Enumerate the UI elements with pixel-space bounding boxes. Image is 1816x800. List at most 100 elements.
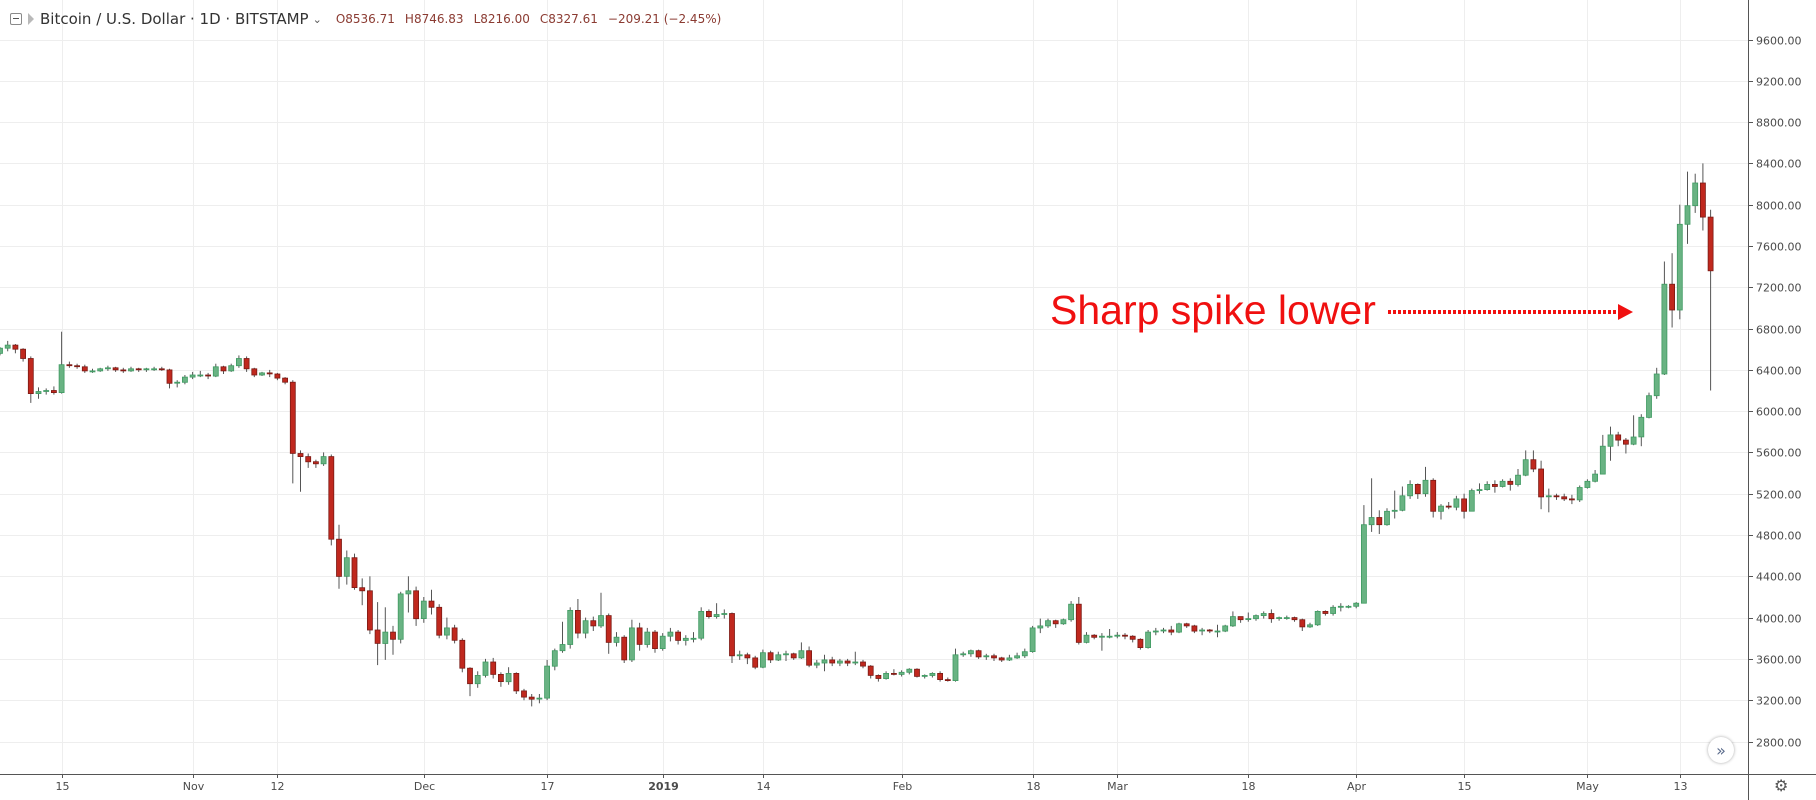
candle-up (698, 607, 705, 641)
candle-up (128, 366, 134, 372)
candle-body (12, 344, 19, 350)
candle-down (1623, 438, 1629, 454)
candle-down (1299, 618, 1306, 631)
candle-body (690, 637, 697, 640)
candle-body (1692, 182, 1699, 207)
candle-down (1445, 502, 1452, 510)
candle-body (813, 662, 820, 666)
candle-body (0, 347, 3, 354)
time-tick-label: 14 (757, 780, 771, 793)
candle-up (1361, 505, 1367, 604)
candle-body (74, 365, 80, 368)
candle-up (682, 635, 689, 646)
ohlc-change: −209.21 (−2.45%) (607, 12, 722, 26)
candle-down (205, 372, 212, 380)
candle-body (590, 620, 597, 627)
candle-body (575, 610, 581, 634)
gear-icon[interactable]: ⚙ (1774, 776, 1789, 795)
candle-down (991, 653, 997, 661)
candle-up (798, 642, 805, 659)
collapse-icon[interactable] (10, 13, 22, 25)
chevron-down-icon[interactable]: ⌄ (312, 12, 322, 26)
candle-body (235, 358, 242, 367)
candle-body (20, 348, 27, 359)
candle-body (844, 660, 851, 664)
candle-body (297, 453, 304, 457)
candle-body (220, 366, 227, 372)
candle-body (197, 374, 204, 377)
candle-down (1700, 163, 1706, 231)
candle-up (89, 368, 96, 373)
candle-up (559, 621, 566, 653)
candle-body (867, 665, 874, 676)
candle-body (1592, 473, 1598, 482)
candle-up (1422, 466, 1429, 497)
candle-down (451, 624, 458, 644)
candle-body (505, 673, 512, 683)
candle-body (1253, 615, 1259, 620)
candle-body (1245, 618, 1252, 620)
price-tick-label: 6400.00 (1756, 365, 1802, 378)
time-tick-label: 15 (56, 780, 70, 793)
candle-up (259, 371, 265, 376)
candle-up (228, 363, 235, 372)
candle-body (998, 657, 1005, 661)
candle-down (1137, 638, 1144, 650)
candle-body (1122, 634, 1128, 637)
candle-body (536, 697, 543, 700)
candle-body (274, 373, 281, 379)
candle-up (1199, 627, 1205, 636)
candle-up (443, 617, 450, 640)
candle-body (436, 606, 443, 636)
candle-up (598, 592, 604, 628)
candle-body (282, 377, 289, 383)
candle-body (1160, 629, 1167, 632)
candle-down (1553, 493, 1560, 500)
candle-body (151, 368, 158, 371)
candle-body (1445, 505, 1452, 508)
candle-body (1330, 606, 1336, 614)
candle-body (135, 368, 142, 371)
symbol-flag-icon (28, 13, 34, 25)
candle-up (1006, 654, 1013, 661)
candle-up (582, 617, 589, 639)
candle-up (1676, 204, 1683, 320)
symbol-title[interactable]: Bitcoin / U.S. Dollar · 1D · BITSTAMP (40, 10, 309, 28)
candle-body (821, 659, 828, 664)
candle-body (1152, 630, 1159, 633)
time-tick-label: Feb (893, 780, 912, 793)
candle-up (58, 331, 65, 394)
candle-down (243, 356, 250, 372)
candle-body (205, 374, 212, 377)
candle-down (120, 367, 127, 373)
time-tick-label: 2019 (648, 780, 679, 793)
candle-body (390, 631, 396, 640)
candle-body (143, 368, 150, 371)
candle-up (1692, 173, 1699, 213)
candle-down (1237, 616, 1244, 623)
candle-down (390, 625, 396, 655)
candles (0, 163, 1714, 707)
candle-up (1545, 488, 1552, 513)
candle-up (212, 363, 219, 378)
scroll-to-realtime-button[interactable]: » (1708, 737, 1734, 763)
candle-body (1569, 498, 1575, 501)
candle-body (1299, 619, 1306, 628)
candle-down (74, 363, 80, 369)
candle-up (1653, 367, 1660, 399)
candle-body (775, 654, 782, 661)
candle-body (366, 590, 373, 631)
ohlc-high-value: 8746.83 (413, 12, 464, 26)
candle-body (860, 661, 866, 667)
candle-body (613, 636, 620, 643)
candle-down (752, 655, 759, 670)
candle-down (513, 672, 520, 694)
ohlc-low-value: 8216.00 (480, 12, 530, 26)
candle-up (143, 367, 150, 372)
candle-up (667, 627, 674, 642)
candle-up (1399, 486, 1406, 512)
candle-up (405, 576, 412, 613)
candle-up (837, 658, 843, 667)
candle-body (1052, 620, 1059, 625)
